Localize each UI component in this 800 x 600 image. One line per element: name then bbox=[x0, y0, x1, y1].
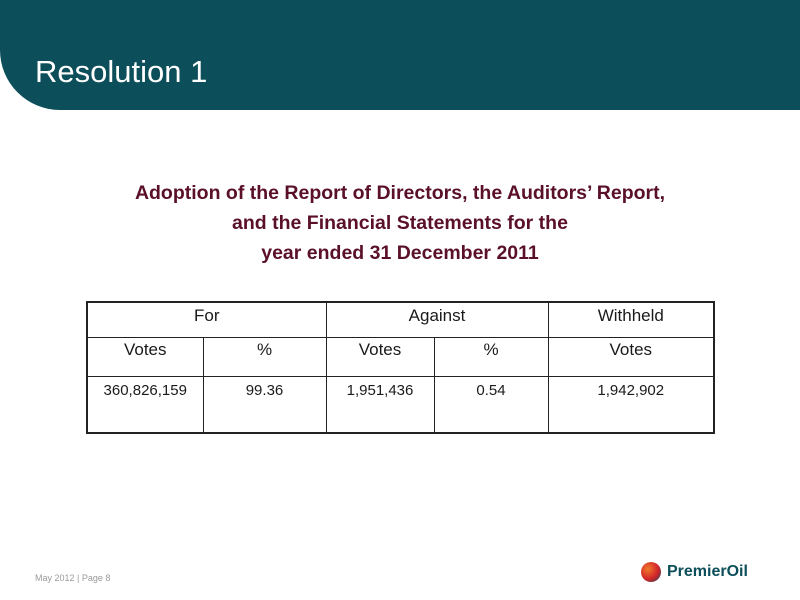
description-line-2: and the Financial Statements for the bbox=[232, 212, 568, 234]
subheader-against-percent: % bbox=[433, 337, 549, 377]
header-against: Against bbox=[325, 301, 549, 338]
subheader-for-votes: Votes bbox=[86, 337, 204, 377]
header-for: For bbox=[86, 301, 327, 338]
subheader-against-votes: Votes bbox=[325, 337, 435, 377]
subheader-withheld-votes: Votes bbox=[547, 337, 715, 377]
table-row: 360,826,159 99.36 1,951,436 0.54 1,942,9… bbox=[86, 376, 715, 434]
description-line-1: Adoption of the Report of Directors, the… bbox=[134, 182, 666, 204]
against-percent-cell: 0.54 bbox=[433, 376, 549, 434]
for-votes-cell: 360,826,159 bbox=[86, 376, 204, 434]
table-header-row: For Against Withheld bbox=[86, 301, 715, 338]
premier-oil-logo: PremierOil bbox=[641, 560, 748, 584]
against-votes-cell: 1,951,436 bbox=[325, 376, 435, 434]
votes-table: For Against Withheld Votes % Votes % Vot… bbox=[86, 301, 716, 434]
logo-text: PremierOil bbox=[667, 563, 748, 580]
header-withheld: Withheld bbox=[547, 301, 715, 338]
withheld-votes-cell: 1,942,902 bbox=[547, 376, 715, 434]
subheader-for-percent: % bbox=[202, 337, 327, 377]
for-percent-cell: 99.36 bbox=[202, 376, 327, 434]
logo-mark-icon bbox=[641, 562, 661, 582]
description-line-3: year ended 31 December 2011 bbox=[261, 242, 539, 264]
resolution-description: Adoption of the Report of Directors, the… bbox=[0, 178, 800, 268]
table-subheader-row: Votes % Votes % Votes bbox=[86, 337, 715, 377]
slide-title: Resolution 1 bbox=[35, 54, 208, 89]
footer-page-info: May 2012 | Page 8 bbox=[35, 573, 111, 583]
header-banner: Resolution 1 bbox=[0, 0, 800, 110]
